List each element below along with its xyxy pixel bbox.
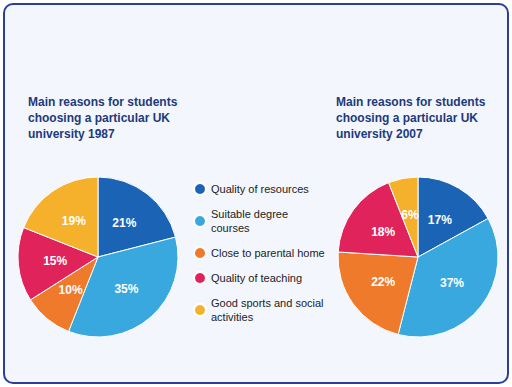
svg-text:Quality of resources: Quality of resources	[211, 183, 309, 195]
svg-text:Close to parental home: Close to parental home	[211, 247, 325, 259]
svg-text:35%: 35%	[114, 282, 138, 296]
svg-text:37%: 37%	[440, 276, 464, 290]
svg-text:21%: 21%	[112, 216, 136, 230]
svg-text:Main reasons for students: Main reasons for students	[28, 95, 178, 109]
svg-text:17%: 17%	[428, 213, 452, 227]
svg-text:Main reasons for students: Main reasons for students	[336, 95, 486, 109]
svg-text:choosing a particular UK: choosing a particular UK	[336, 111, 478, 125]
svg-text:22%: 22%	[371, 275, 395, 289]
svg-text:15%: 15%	[43, 254, 67, 268]
svg-text:courses: courses	[211, 222, 250, 234]
svg-text:activities: activities	[211, 311, 254, 323]
svg-text:10%: 10%	[59, 283, 83, 297]
svg-text:university 2007: university 2007	[336, 127, 423, 141]
svg-text:Suitable degree: Suitable degree	[211, 208, 291, 220]
svg-text:6%: 6%	[401, 208, 419, 222]
svg-text:Quality of teaching: Quality of teaching	[211, 272, 302, 284]
svg-text:choosing a particular UK: choosing a particular UK	[28, 111, 170, 125]
svg-text:university 1987: university 1987	[28, 127, 115, 141]
svg-text:Good sports and social: Good sports and social	[211, 297, 327, 309]
svg-text:19%: 19%	[62, 214, 86, 228]
svg-text:18%: 18%	[371, 225, 395, 239]
